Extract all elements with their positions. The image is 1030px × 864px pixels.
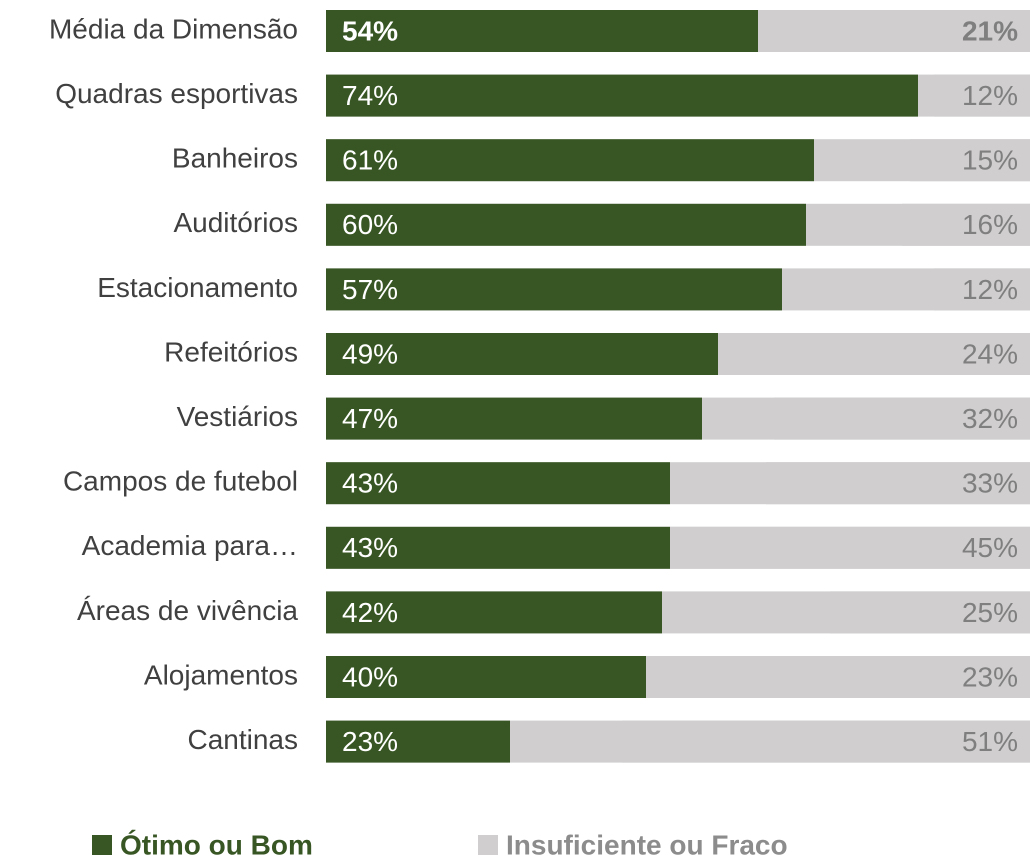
bar [326,139,814,182]
bar [326,268,782,311]
value-label: 61% [342,145,398,176]
category-label: Banheiros [172,143,298,174]
category-label: Campos de futebol [63,466,298,497]
value-label: 43% [342,532,398,563]
bar [326,397,702,440]
bar [774,397,1030,440]
legend-swatch [92,835,112,855]
value-label: 25% [962,597,1018,628]
bar [326,656,646,698]
bar [934,74,1030,117]
value-label: 16% [962,209,1018,240]
value-label: 40% [342,661,398,692]
value-label: 45% [962,532,1018,563]
bar [830,591,1030,634]
category-label: Alojamentos [144,659,298,690]
value-label: 43% [342,468,398,499]
value-label: 12% [962,80,1018,111]
value-label: 33% [962,468,1018,499]
bar [326,10,758,52]
value-label: 74% [342,80,398,111]
category-label: Academia para… [82,530,298,561]
value-label: 49% [342,338,398,369]
bar [902,203,1030,246]
value-label: 42% [342,597,398,628]
bar [326,462,670,505]
category-label: Quadras esportivas [55,78,298,109]
value-label: 15% [962,145,1018,176]
bar [326,720,510,763]
value-label: 60% [342,209,398,240]
category-label: Média da Dimensão [49,13,298,44]
value-label: 57% [342,274,398,305]
value-label: 23% [342,726,398,757]
category-label: Auditórios [173,207,298,238]
category-label: Estacionamento [97,272,298,303]
value-label: 24% [962,338,1018,369]
category-label: Cantinas [187,724,298,755]
legend-label: Insuficiente ou Fraco [506,829,788,860]
bar [326,591,662,634]
bar [670,526,1030,569]
legend-swatch [478,835,498,855]
category-label: Áreas de vivência [77,595,298,626]
bar [910,139,1030,182]
value-label: 12% [962,274,1018,305]
value-label: 51% [962,726,1018,757]
bar [326,526,670,569]
value-label: 23% [962,661,1018,692]
bar [862,10,1030,52]
bar [326,74,918,117]
bar [846,656,1030,698]
bar [326,203,806,246]
value-label: 21% [962,15,1018,46]
legend-label: Ótimo ou Bom [120,829,313,860]
bar [622,720,1030,763]
category-label: Vestiários [177,401,298,432]
value-label: 32% [962,403,1018,434]
bar [934,268,1030,311]
value-label: 54% [342,15,398,46]
bar [838,333,1030,375]
bar [326,333,718,375]
bar [766,462,1030,505]
category-label: Refeitórios [164,336,298,367]
value-label: 47% [342,403,398,434]
